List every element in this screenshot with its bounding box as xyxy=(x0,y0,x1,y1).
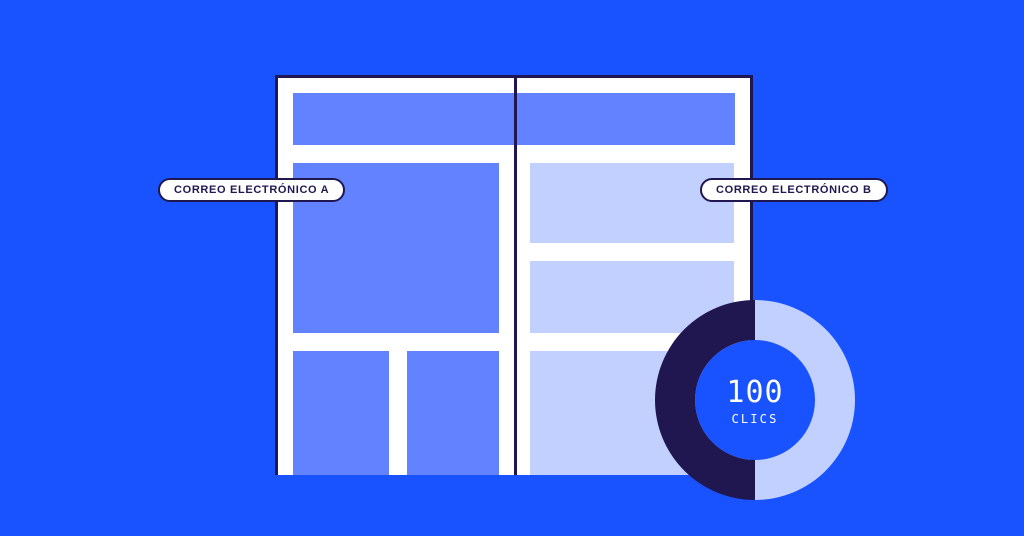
variant-a-block xyxy=(407,351,499,475)
donut-value: 100 xyxy=(726,375,783,410)
label-text-a: CORREO ELECTRÓNICO A xyxy=(174,184,329,196)
label-text-b: CORREO ELECTRÓNICO B xyxy=(716,184,872,196)
donut-unit: CLICS xyxy=(732,412,779,426)
label-pill-variant-a: CORREO ELECTRÓNICO A xyxy=(158,178,345,202)
center-divider xyxy=(514,75,517,475)
label-pill-variant-b: CORREO ELECTRÓNICO B xyxy=(700,178,888,202)
variant-a-block xyxy=(293,351,389,475)
donut-label: 100 CLICS xyxy=(655,300,855,500)
variant-b-block xyxy=(530,163,734,243)
donut-chart: 100 CLICS xyxy=(655,300,855,500)
